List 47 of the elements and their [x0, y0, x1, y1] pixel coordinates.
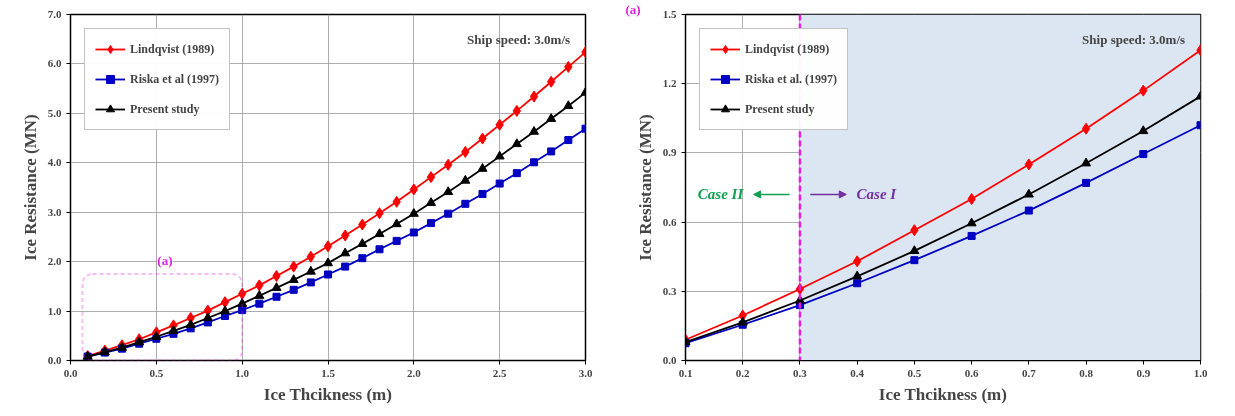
- y-axis-title: Ice Resistance (MN): [635, 114, 655, 261]
- y-tick-label: 1.2: [662, 77, 677, 90]
- y-tick-label: 4.0: [47, 156, 62, 169]
- y-tick-label: 0.9: [662, 146, 677, 159]
- y-axis-title: Ice Resistance (MN): [20, 114, 40, 261]
- annotation: Case II: [697, 186, 745, 203]
- x-tick-label: 0.9: [1136, 366, 1151, 379]
- y-tick-label: 5.0: [47, 106, 62, 119]
- x-tick-label: 0.4: [850, 366, 865, 379]
- y-tick-label: 6.0: [47, 57, 62, 70]
- legend-label: Riska et al (1997): [130, 71, 219, 87]
- x-tick-label: 2.0: [406, 366, 422, 379]
- legend-label: Present study: [745, 101, 815, 117]
- x-tick-label: 0.0: [63, 366, 78, 379]
- y-tick-label: 0.0: [47, 354, 62, 366]
- legend-label: Present study: [130, 101, 200, 117]
- x-tick-label: 0.5: [149, 366, 164, 379]
- x-tick-label: 0.1: [678, 366, 693, 379]
- legend-label: Lindqvist (1989): [130, 41, 215, 57]
- x-axis-title: Ice Thcikness (m): [878, 384, 1007, 404]
- y-tick-label: 1.5: [662, 8, 677, 20]
- annotation: Ship speed: 3.0m/s: [1082, 31, 1186, 47]
- y-tick-label: 3.0: [47, 205, 62, 218]
- legend-label: Riska et al. (1997): [745, 71, 837, 87]
- x-tick-label: 0.6: [964, 366, 979, 379]
- x-tick-label: 0.8: [1079, 366, 1094, 379]
- y-tick-label: 0.6: [662, 215, 677, 228]
- x-tick-label: 0.5: [907, 366, 922, 379]
- x-tick-label: 0.7: [1021, 366, 1037, 379]
- x-tick-label: 1.0: [235, 366, 250, 379]
- annotation: Ship speed: 3.0m/s: [467, 31, 571, 47]
- x-tick-label: 0.2: [735, 366, 751, 379]
- x-tick-label: 0.3: [793, 366, 808, 379]
- y-tick-label: 1.0: [47, 304, 62, 317]
- x-tick-label: 2.5: [492, 366, 508, 379]
- annotation: (a): [157, 253, 173, 269]
- y-tick-label: 2.0: [47, 255, 62, 268]
- x-tick-label: 3.0: [578, 366, 593, 379]
- legend-label: Lindqvist (1989): [745, 41, 830, 57]
- chart-title: (a): [625, 1, 641, 17]
- x-axis-title: Ice Thcikness (m): [263, 384, 392, 404]
- y-tick-label: 0.0: [662, 354, 677, 366]
- y-tick-label: 0.3: [662, 284, 677, 297]
- x-tick-label: 1.5: [321, 366, 336, 379]
- y-tick-label: 7.0: [47, 8, 62, 20]
- annotation: Case I: [856, 186, 898, 203]
- x-tick-label: 1.0: [1193, 366, 1208, 379]
